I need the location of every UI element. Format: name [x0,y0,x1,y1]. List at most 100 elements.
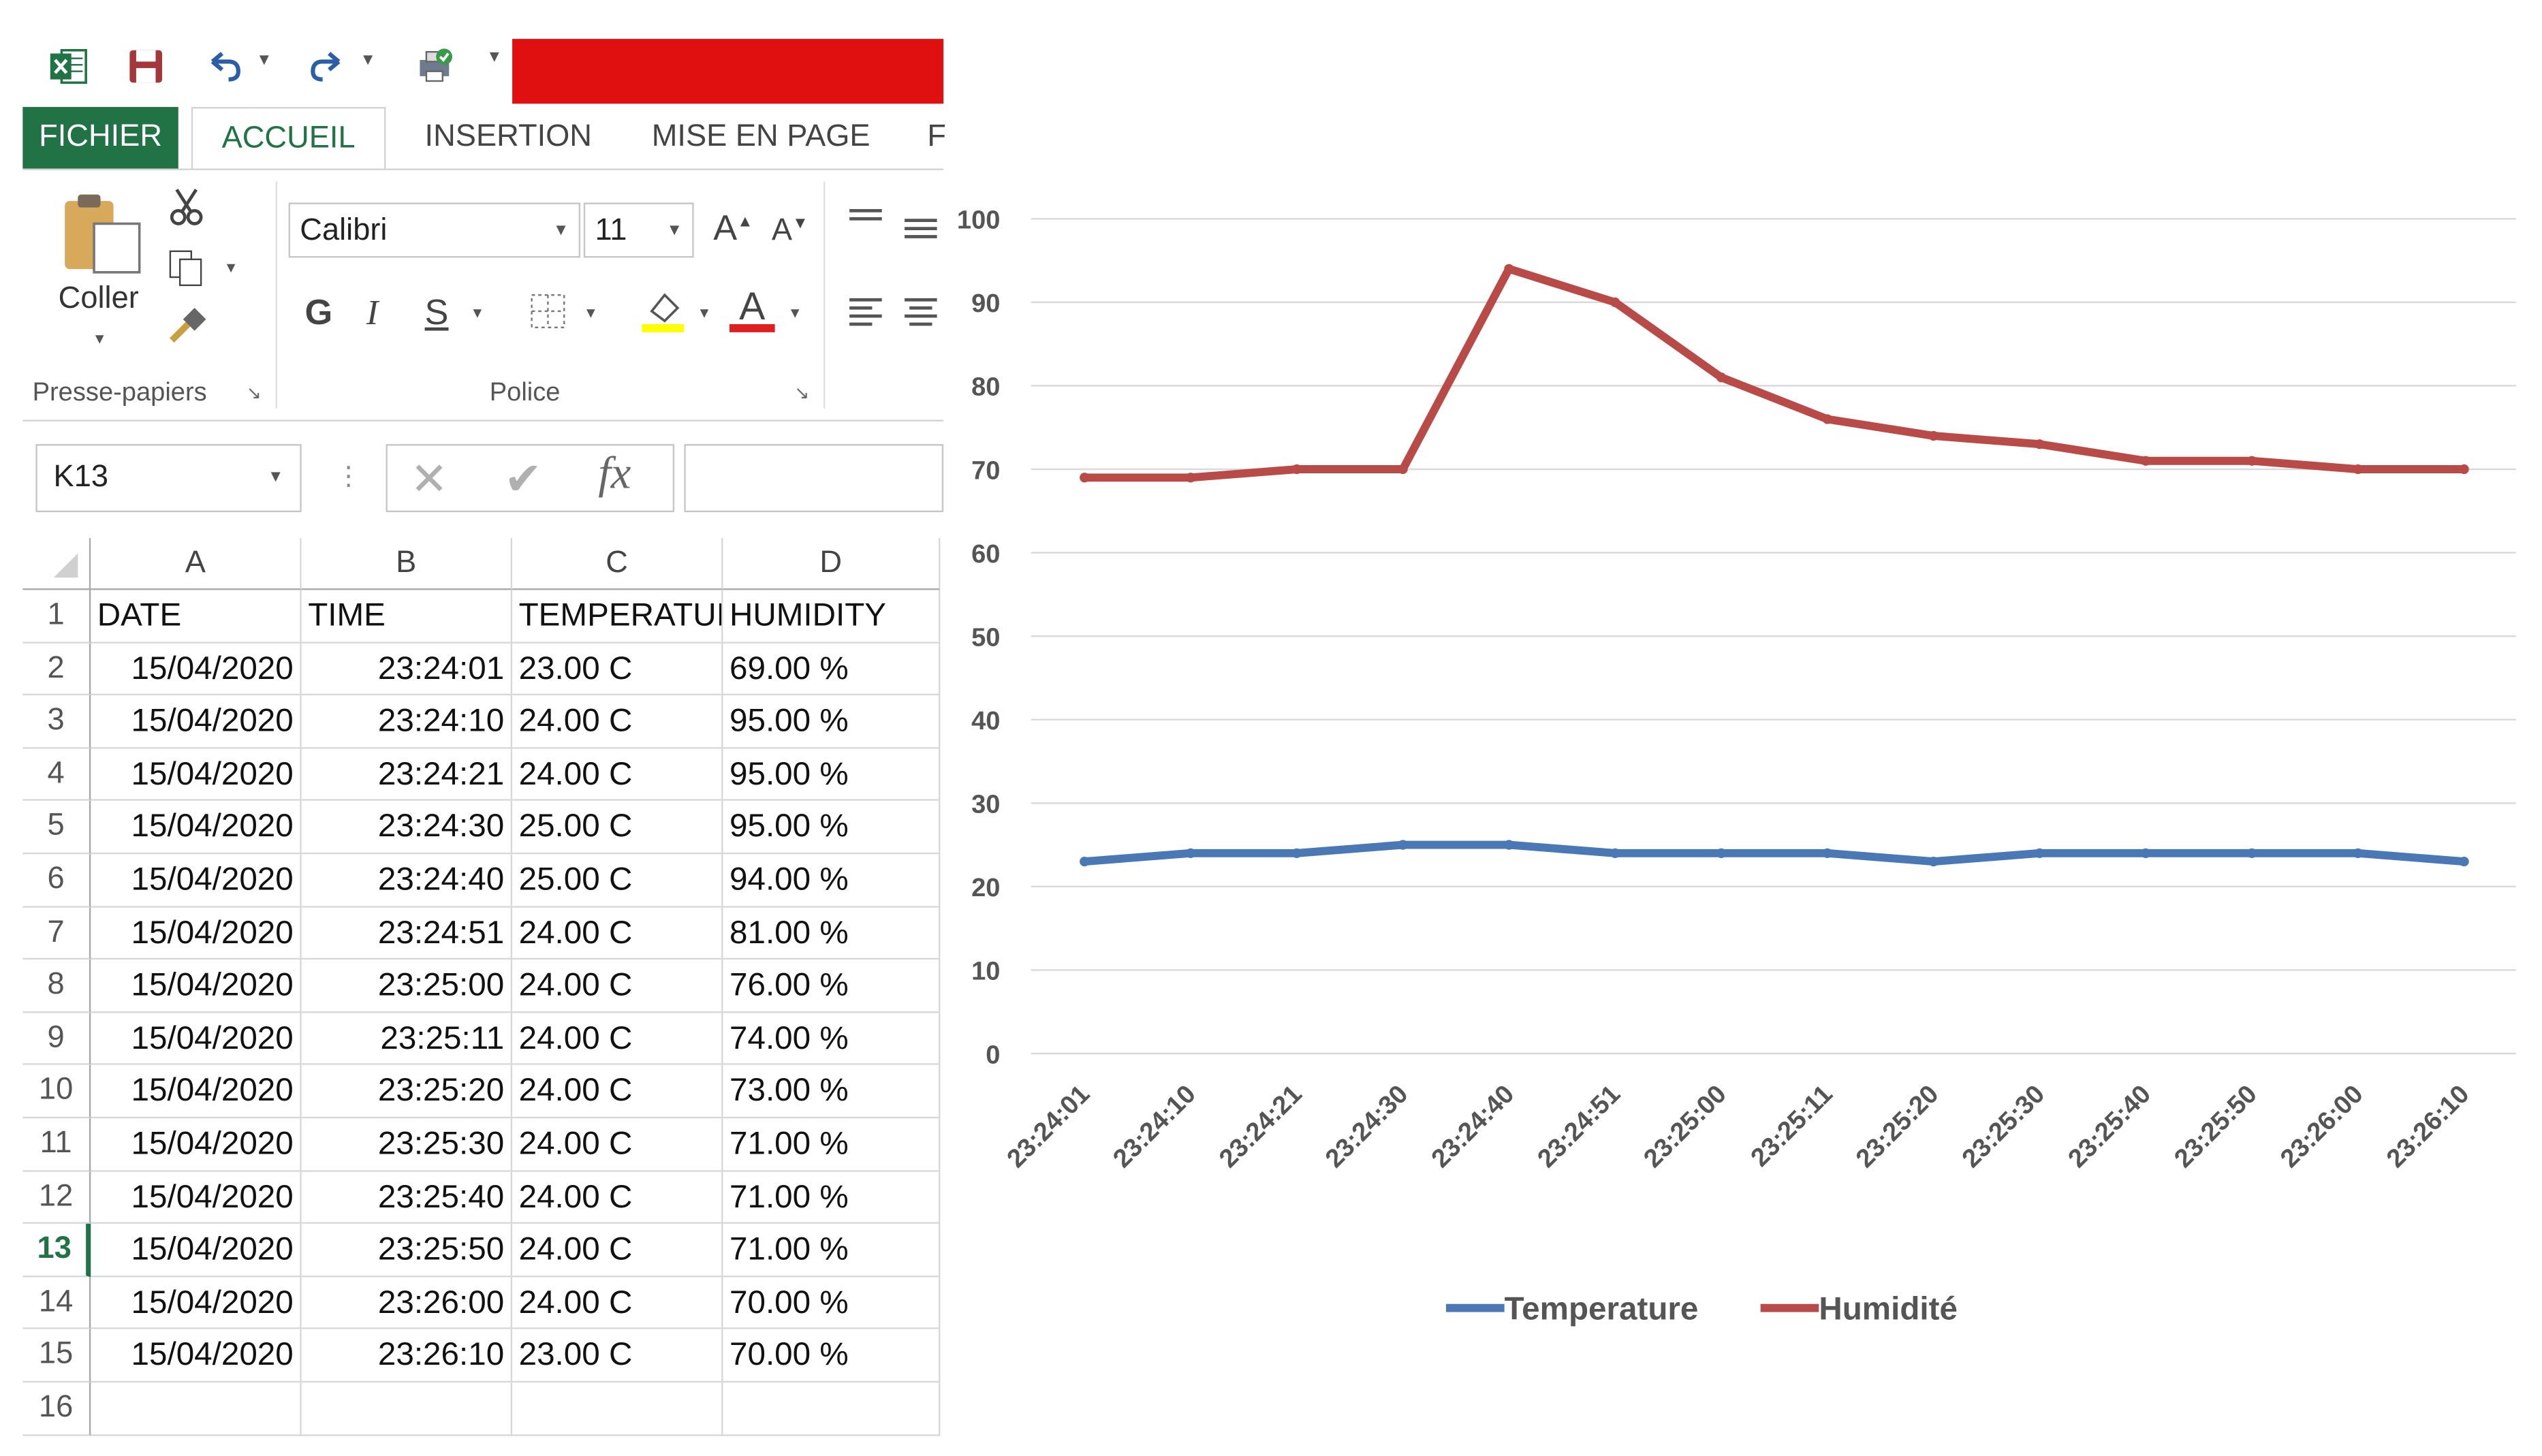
row-header[interactable]: 12 [22,1171,91,1224]
undo-dropdown-icon[interactable]: ▼ [256,52,272,70]
table-cell[interactable]: 23:24:21 [301,748,513,802]
borders-icon[interactable] [529,291,567,338]
table-cell[interactable]: 23:25:30 [301,1118,513,1171]
redo-icon[interactable] [304,44,350,89]
select-all-corner[interactable] [22,538,91,590]
save-icon[interactable] [123,44,169,89]
table-cell[interactable]: 23:24:01 [301,642,513,696]
print-preview-icon[interactable] [412,44,458,89]
copy-icon[interactable] [166,247,208,297]
grow-font-button[interactable]: A▲ [713,207,753,249]
row-header[interactable]: 7 [22,906,91,960]
underline-button[interactable]: S [424,291,449,332]
table-cell[interactable]: 24.00 C [512,906,723,960]
table-cell[interactable]: 24.00 C [512,1224,723,1277]
customize-toolbar-icon[interactable]: ▼ [486,48,503,67]
row-header[interactable]: 8 [22,960,91,1013]
font-name-select[interactable]: Calibri ▼ [288,202,581,258]
table-cell[interactable]: 24.00 C [512,748,723,802]
table-cell[interactable]: 24.00 C [512,695,723,749]
table-cell[interactable]: 24.00 C [512,1171,723,1224]
table-cell[interactable]: 15/04/2020 [91,1276,302,1330]
paste-label[interactable]: Coller [58,282,139,317]
row-header[interactable]: 10 [22,1065,91,1119]
table-cell[interactable]: 81.00 % [723,906,941,960]
tab-insertion[interactable]: INSERTION [424,120,592,155]
undo-icon[interactable] [201,44,247,89]
row-header[interactable]: 5 [22,801,91,855]
table-cell[interactable]: 95.00 % [723,801,941,855]
table-cell[interactable] [301,1382,513,1436]
shrink-font-button[interactable]: A▼ [771,214,809,249]
fill-color-dropdown-icon[interactable]: ▼ [697,304,712,321]
table-cell[interactable]: 15/04/2020 [91,642,302,696]
table-cell[interactable]: 15/04/2020 [91,1065,302,1119]
table-cell[interactable]: 15/04/2020 [91,1329,302,1383]
enter-entry-icon[interactable]: ✔ [504,454,543,505]
table-cell[interactable]: 23:24:51 [301,906,513,960]
table-cell[interactable]: 15/04/2020 [91,1224,302,1277]
tab-accueil[interactable]: ACCUEIL [191,107,386,170]
table-cell[interactable]: 24.00 C [512,1013,723,1066]
table-cell[interactable]: 23.00 C [512,1329,723,1383]
row-header[interactable]: 3 [22,695,91,749]
table-cell[interactable]: 15/04/2020 [91,960,302,1013]
tab-formules[interactable]: F [927,120,946,155]
formula-input[interactable] [684,444,944,513]
column-header-b[interactable]: B [301,538,513,590]
tab-fichier[interactable]: FICHIER [22,107,178,169]
table-cell[interactable]: 95.00 % [723,695,941,749]
excel-logo-icon[interactable] [46,44,91,89]
table-cell[interactable]: 23:24:40 [301,854,513,907]
borders-dropdown-icon[interactable]: ▼ [583,304,599,321]
table-cell[interactable]: 71.00 % [723,1118,941,1171]
font-color-dropdown-icon[interactable]: ▼ [787,304,802,321]
table-cell[interactable]: 23:25:50 [301,1224,513,1277]
column-header-d[interactable]: D [723,538,941,590]
name-box[interactable]: K13 ▼ [35,444,302,513]
table-cell[interactable]: 15/04/2020 [91,1171,302,1224]
table-cell[interactable]: 15/04/2020 [91,801,302,855]
row-header[interactable]: 2 [22,642,91,696]
bold-button[interactable]: G [304,291,333,332]
column-title-cell[interactable]: DATE [91,590,302,643]
table-cell[interactable]: 25.00 C [512,801,723,855]
table-cell[interactable]: 23:25:20 [301,1065,513,1119]
table-cell[interactable]: 15/04/2020 [91,748,302,802]
row-header[interactable]: 1 [22,590,91,643]
table-cell[interactable]: 23.00 C [512,642,723,696]
table-cell[interactable]: 74.00 % [723,1013,941,1066]
redo-dropdown-icon[interactable]: ▼ [360,52,376,70]
cut-icon[interactable] [166,185,208,235]
table-cell[interactable]: 69.00 % [723,642,941,696]
font-color-button[interactable]: A [729,285,775,332]
table-cell[interactable]: 73.00 % [723,1065,941,1119]
table-cell[interactable]: 23:24:30 [301,801,513,855]
italic-button[interactable]: I [366,291,379,332]
font-launcher-icon[interactable]: ↘ [794,384,810,404]
align-center-icon[interactable] [901,295,940,336]
insert-function-button[interactable]: fx [598,449,631,500]
column-title-cell[interactable]: TIME [301,590,513,643]
row-header[interactable]: 9 [22,1013,91,1066]
table-cell[interactable] [723,1382,941,1436]
align-top-icon[interactable] [846,204,885,245]
table-cell[interactable]: 23:25:11 [301,1013,513,1066]
cancel-entry-icon[interactable]: ✕ [410,454,448,505]
table-cell[interactable]: 24.00 C [512,960,723,1013]
table-cell[interactable]: 71.00 % [723,1224,941,1277]
table-cell[interactable]: 15/04/2020 [91,854,302,907]
table-cell[interactable]: 24.00 C [512,1276,723,1330]
column-header-a[interactable]: A [91,538,302,590]
formula-bar-grip-icon[interactable]: ⋮ [335,463,362,492]
table-cell[interactable]: 23:25:00 [301,960,513,1013]
column-title-cell[interactable]: HUMIDITY [723,590,941,643]
underline-dropdown-icon[interactable]: ▼ [470,304,485,321]
table-cell[interactable] [91,1382,302,1436]
table-cell[interactable]: 15/04/2020 [91,1013,302,1066]
table-cell[interactable] [512,1382,723,1436]
format-painter-icon[interactable] [166,304,208,355]
row-header[interactable]: 13 [22,1224,91,1277]
table-cell[interactable]: 94.00 % [723,854,941,907]
